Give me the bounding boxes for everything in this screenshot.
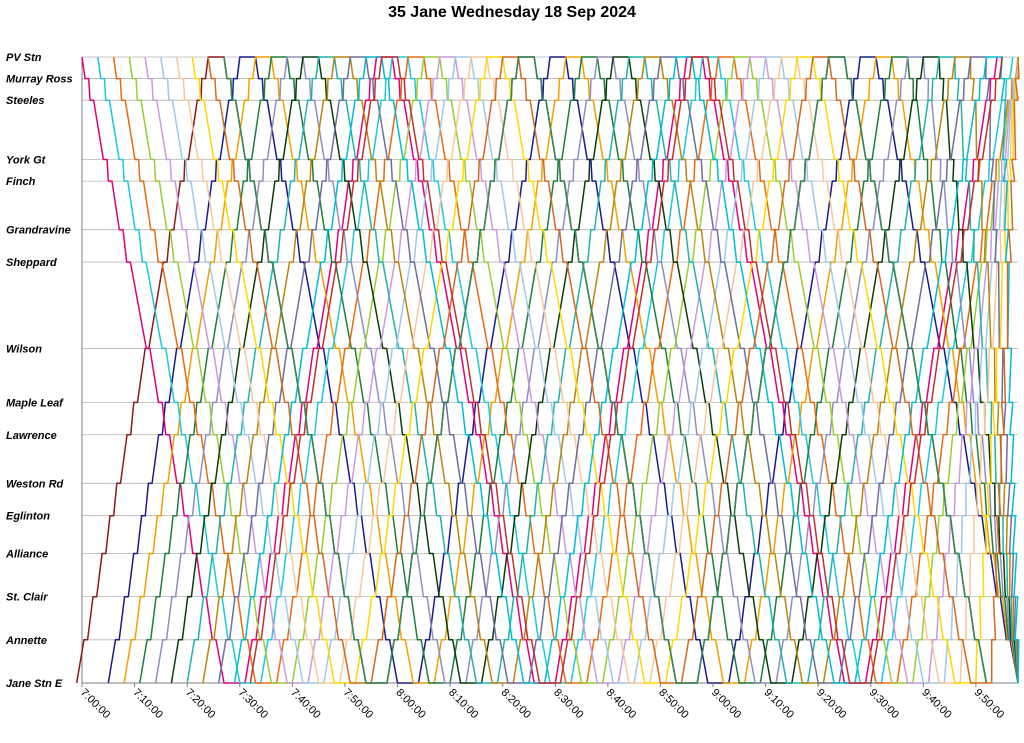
stop-label: PV Stn — [6, 52, 42, 64]
x-tick-label: 8:50:00 — [656, 687, 690, 721]
vehicle-trace — [233, 56, 1020, 684]
stop-label: Annette — [5, 635, 47, 647]
x-tick-label: 7:30:00 — [236, 687, 270, 721]
x-tick-label: 9:40:00 — [919, 687, 953, 721]
x-tick-label: 8:00:00 — [393, 687, 427, 721]
x-tick-label: 9:30:00 — [867, 687, 901, 721]
stop-label: Eglinton — [6, 511, 50, 523]
x-tick-label: 9:20:00 — [814, 687, 848, 721]
x-tick-label: 7:10:00 — [130, 687, 164, 721]
stop-label: Grandravine — [6, 225, 71, 237]
x-tick-label: 7:20:00 — [183, 687, 217, 721]
x-tick-label: 9:10:00 — [761, 687, 795, 721]
stop-label: St. Clair — [6, 592, 48, 604]
stop-labels: PV Stn Murray Ross Steeles York Gt Finch Gran… — [5, 52, 73, 690]
stop-label: Wilson — [6, 343, 42, 355]
vehicle-trace — [249, 56, 1003, 684]
x-tick-labels: 7:00:00 7:10:00 7:20:00 7:30:00 7:40:00 7:50:… — [78, 683, 1006, 721]
chart-title: 35 Jane Wednesday 18 Sep 2024 — [388, 4, 636, 21]
vehicle-trace — [139, 56, 1019, 684]
x-tick-label: 8:40:00 — [604, 687, 638, 721]
x-tick-label: 7:00:00 — [78, 687, 112, 721]
stop-label: Weston Rd — [6, 478, 64, 490]
stop-label: York Gt — [6, 155, 47, 167]
x-tick-label: 8:10:00 — [446, 687, 480, 721]
vehicle-trace — [123, 56, 1019, 684]
series-layer — [75, 56, 1020, 684]
vehicle-trace — [154, 56, 1019, 684]
vehicle-trace — [186, 56, 1019, 684]
vehicle-trace — [202, 56, 1019, 684]
x-tick-label: 8:20:00 — [499, 687, 533, 721]
x-tick-label: 9:00:00 — [709, 687, 743, 721]
stop-label: Jane Stn E — [6, 678, 63, 690]
stop-label: Maple Leaf — [6, 397, 64, 409]
x-tick-label: 9:50:00 — [972, 687, 1006, 721]
x-tick-label: 7:50:00 — [341, 687, 375, 721]
vehicle-trace — [223, 56, 988, 684]
vehicle-trace — [170, 56, 1019, 684]
stop-label: Finch — [6, 176, 36, 188]
vehicle-trace — [107, 56, 1019, 684]
stop-label: Sheppard — [6, 257, 57, 269]
vehicle-trace — [217, 56, 1019, 684]
stop-label: Murray Ross — [6, 74, 73, 86]
x-tick-label: 8:30:00 — [551, 687, 585, 721]
stop-label: Steeles — [6, 95, 45, 107]
stop-label: Alliance — [5, 548, 48, 560]
stop-label: Lawrence — [6, 430, 57, 442]
x-tick-label: 7:40:00 — [288, 687, 322, 721]
